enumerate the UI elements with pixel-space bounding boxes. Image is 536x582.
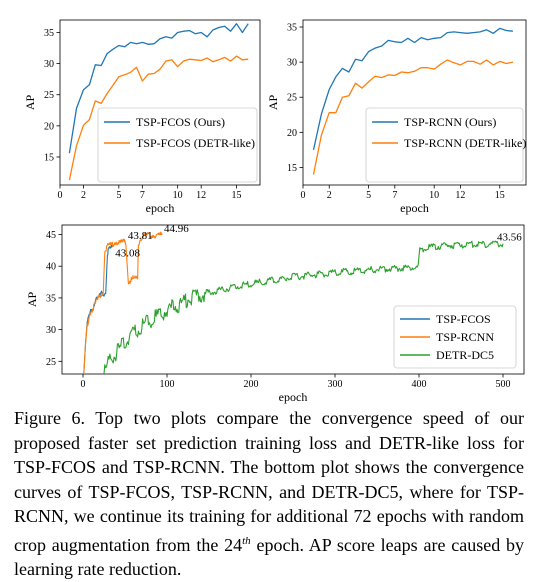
legend-label: TSP-FCOS (DETR-like) bbox=[136, 136, 255, 150]
y-axis-label: AP bbox=[25, 292, 39, 308]
x-tick-label: 12 bbox=[196, 190, 206, 201]
plot-frame bbox=[59, 19, 261, 186]
y-tick-label: 15 bbox=[44, 152, 54, 163]
y-tick-label: 35 bbox=[287, 23, 297, 34]
x-tick-label: 15 bbox=[231, 190, 241, 201]
annotation-label: 43.08 bbox=[115, 248, 140, 260]
chart-bottom-convergence: 0 100 200 300 400 500 25 30 35 40 45 epoch AP TSP-FCO… bbox=[25, 223, 525, 404]
x-tick-label: 7 bbox=[140, 190, 145, 201]
y-axis-label: AP bbox=[266, 95, 280, 111]
annotation-label: 43.56 bbox=[497, 232, 522, 244]
x-tick-label: 15 bbox=[495, 190, 505, 201]
x-tick-label: 100 bbox=[160, 379, 175, 390]
annotation-label: 44.96 bbox=[164, 223, 189, 235]
y-tick-label: 35 bbox=[46, 293, 56, 304]
legend-label: TSP-FCOS (Ours) bbox=[136, 115, 225, 129]
x-tick-label: 400 bbox=[412, 379, 427, 390]
plot-frame bbox=[302, 19, 527, 186]
series-line-tsp-fcos-ours- bbox=[68, 23, 249, 154]
caption-text-main: Figure 6. Top two plots compare the conv… bbox=[14, 408, 524, 555]
y-axis-label: AP bbox=[23, 95, 37, 111]
y-tick-label: 45 bbox=[46, 230, 56, 241]
x-tick-label: 2 bbox=[81, 190, 86, 201]
y-tick-label: 30 bbox=[287, 58, 297, 69]
x-axis-label: epoch bbox=[400, 201, 429, 215]
x-tick-label: 5 bbox=[366, 190, 371, 201]
legend-label: TSP-RCNN (DETR-like) bbox=[404, 136, 526, 150]
y-tick-label: 30 bbox=[46, 325, 56, 336]
x-tick-label: 0 bbox=[81, 379, 86, 390]
x-tick-label: 2 bbox=[327, 190, 332, 201]
legend-box bbox=[97, 107, 258, 183]
legend-box bbox=[365, 107, 524, 183]
legend-label: DETR-DC5 bbox=[436, 348, 494, 362]
x-tick-label: 500 bbox=[496, 379, 511, 390]
series-group bbox=[68, 23, 249, 181]
x-tick-label: 300 bbox=[328, 379, 343, 390]
series-line-tsp-rcnn-detr-like- bbox=[312, 59, 514, 175]
legend-label: TSP-RCNN bbox=[436, 330, 494, 344]
y-tick-label: 20 bbox=[287, 128, 297, 139]
y-tick-label: 25 bbox=[44, 90, 54, 101]
x-tick-label: 10 bbox=[429, 190, 439, 201]
caption-text-end: epoch. AP score leaps are caused by lear… bbox=[14, 534, 524, 580]
x-tick-label: 0 bbox=[58, 190, 63, 201]
legend-box bbox=[393, 305, 517, 369]
x-tick-label: 0 bbox=[301, 190, 306, 201]
figure-caption: Figure 6. Top two plots compare the conv… bbox=[14, 406, 524, 582]
x-axis-label: epoch bbox=[279, 390, 308, 404]
y-tick-label: 15 bbox=[287, 163, 297, 174]
annotation-label: 43.81 bbox=[128, 230, 153, 242]
series-line-detr-dc5 bbox=[103, 240, 504, 374]
caption-superscript: th bbox=[242, 534, 251, 547]
x-tick-label: 10 bbox=[173, 190, 183, 201]
y-tick-label: 25 bbox=[46, 357, 56, 368]
legend-label: TSP-FCOS bbox=[436, 312, 491, 326]
x-tick-label: 5 bbox=[116, 190, 121, 201]
x-tick-label: 200 bbox=[244, 379, 259, 390]
plot-frame bbox=[61, 224, 525, 375]
x-axis-label: epoch bbox=[146, 201, 175, 215]
y-tick-label: 40 bbox=[46, 262, 56, 273]
series-line-tsp-rcnn-ours- bbox=[312, 27, 513, 151]
x-tick-label: 12 bbox=[455, 190, 465, 201]
x-tick-label: 7 bbox=[392, 190, 397, 201]
y-tick-label: 35 bbox=[44, 28, 54, 39]
series-group bbox=[83, 231, 504, 374]
y-tick-label: 20 bbox=[44, 121, 54, 132]
legend-label: TSP-RCNN (Ours) bbox=[404, 115, 496, 129]
series-group bbox=[312, 27, 514, 175]
y-tick-label: 30 bbox=[44, 59, 54, 70]
series-line-tsp-fcos-detr-like- bbox=[68, 55, 249, 181]
y-tick-label: 25 bbox=[287, 93, 297, 104]
series-line-tsp-rcnn bbox=[83, 231, 163, 374]
series-line-tsp-fcos bbox=[83, 243, 114, 374]
